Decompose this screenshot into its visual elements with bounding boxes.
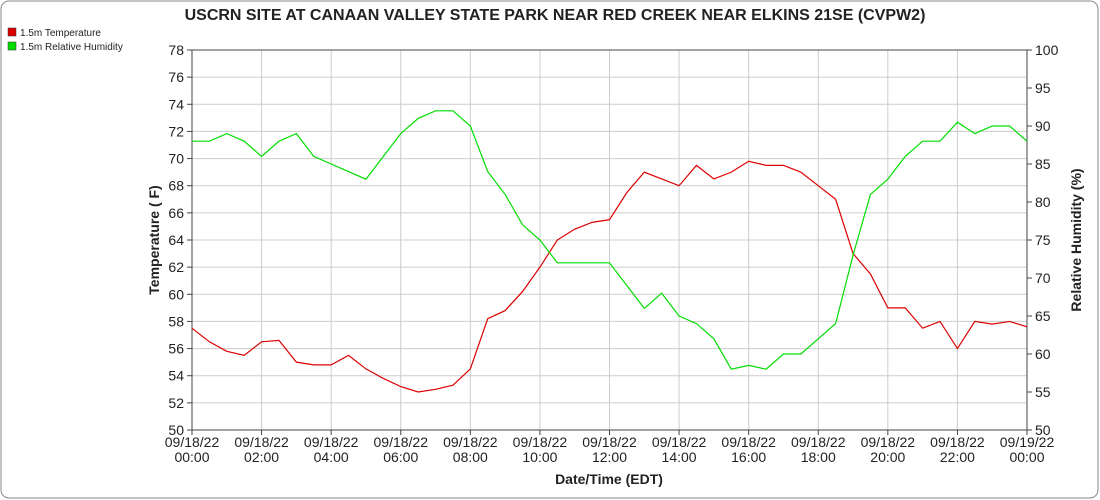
x-tick-label: 09/18/22 16:00 [721,434,776,465]
y2-axis-label: Relative Humidity (%) [1068,168,1084,311]
data-line [192,110,1028,370]
x-tick-label: 09/18/22 10:00 [513,434,568,465]
plot-border [191,49,1028,431]
y2-tick-label: 100 [1035,42,1059,58]
y2-tick-label: 85 [1035,156,1051,172]
data-line [191,160,1028,393]
y-tick-label: 54 [168,368,184,384]
y-tick-label: 62 [168,259,184,275]
y-tick-label: 72 [168,123,184,139]
y2-tick-label: 50 [1035,422,1051,438]
y-tick-label: 74 [168,96,184,112]
y-tick-label: 50 [168,422,184,438]
x-axis-label: Date/Time (EDT) [555,471,663,487]
x-tick-label: 09/18/22 14:00 [652,434,707,465]
y2-tick-label: 55 [1035,384,1051,400]
legend-swatch [7,41,17,51]
y-axis-label: Temperature ( F) [146,185,162,294]
y-tick-label: 60 [168,286,184,302]
y-tick-label: 58 [168,313,184,329]
x-tick-label: 09/18/22 22:00 [930,434,985,465]
y2-tick-label: 75 [1035,232,1051,248]
legend-label: 1.5m Temperature [20,28,101,39]
y-tick-label: 68 [168,178,184,194]
y2-tick-label: 90 [1035,118,1051,134]
y-tick-label: 52 [168,395,184,411]
x-tick-label: 09/18/22 18:00 [791,434,846,465]
x-tick-label: 09/18/22 06:00 [374,434,429,465]
x-tick-label: 09/18/22 04:00 [304,434,359,465]
y-tick-label: 78 [168,42,184,58]
y-tick-label: 56 [168,341,184,357]
x-tick-label: 09/18/22 08:00 [443,434,498,465]
chart-title: USCRN SITE AT CANAAN VALLEY STATE PARK N… [185,7,926,24]
y2-tick-label: 80 [1035,194,1051,210]
y-tick-label: 70 [168,151,184,167]
y2-tick-label: 70 [1035,270,1051,286]
legend-label: 1.5m Relative Humidity [20,42,123,53]
x-tick-label: 09/18/22 00:00 [165,434,220,465]
x-tick-label: 09/18/22 20:00 [861,434,916,465]
legend-swatch [7,27,17,37]
y2-tick-label: 65 [1035,308,1051,324]
y-tick-label: 76 [168,69,184,85]
y-tick-label: 66 [168,205,184,221]
y-tick-label: 64 [168,232,184,248]
y2-tick-label: 95 [1035,80,1051,96]
x-tick-label: 09/18/22 12:00 [582,434,637,465]
y2-tick-label: 60 [1035,346,1051,362]
x-tick-label: 09/19/22 00:00 [1000,434,1055,465]
x-tick-label: 09/18/22 02:00 [234,434,289,465]
